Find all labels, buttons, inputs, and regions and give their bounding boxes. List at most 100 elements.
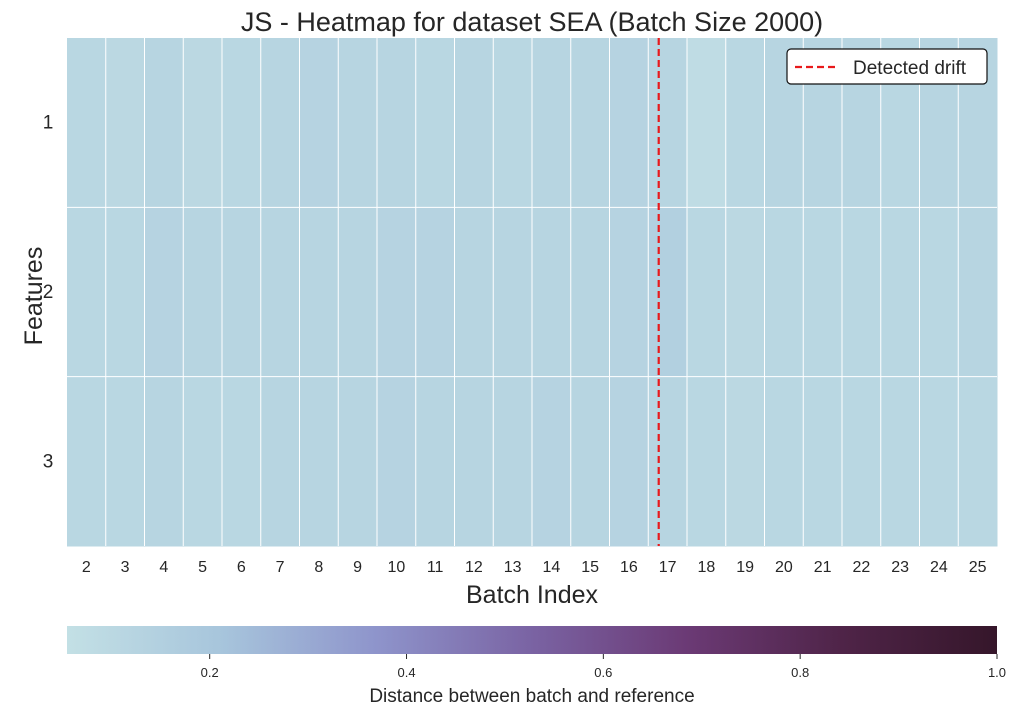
heatmap-cell-f2-b18	[687, 207, 727, 378]
heatmap-cell-f2-b19	[725, 207, 765, 378]
legend-box	[786, 48, 988, 85]
x-tick-label: 24	[930, 559, 948, 576]
x-axis-label: Batch Index	[466, 581, 599, 609]
x-tick-label: 18	[697, 559, 715, 576]
x-tick-label: 13	[504, 559, 522, 576]
heatmap-cell-f3-b3	[105, 376, 145, 547]
x-tick-labels: 2 3 4 5 6 7 8 9 10 11 12 13 14 15 16 17 18 19 20 21 22 23 24 25	[82, 559, 987, 576]
heatmap-cell-f1-b5	[183, 38, 223, 208]
heatmap-cell-f3-b2	[67, 376, 107, 547]
colorbar-tick-label: 0.8	[791, 665, 809, 680]
heatmap-cell-f3-b23	[880, 376, 920, 547]
heatmap-cell-f1-b8	[299, 38, 339, 208]
heatmap-cell-f3-b10	[377, 376, 417, 547]
heatmap-cell-f3-b7	[260, 376, 300, 547]
heatmap-cell-f3-b19	[725, 376, 765, 547]
heatmap-cell-f3-b12	[454, 376, 494, 547]
x-tick-label: 20	[775, 559, 793, 576]
heatmap-cell-f1-b11	[415, 38, 455, 208]
legend: Detected drift	[786, 48, 988, 85]
heatmap-cell-f2-b12	[454, 207, 494, 378]
x-tick-label: 6	[237, 559, 246, 576]
heatmap-cell-f2-b7	[260, 207, 300, 378]
x-tick-label: 23	[891, 559, 909, 576]
heatmap-cell-f2-b25	[958, 207, 998, 378]
heatmap-cell-f2-b20	[764, 207, 804, 378]
heatmap-cell-f2-b3	[105, 207, 145, 378]
y-tick-label: 2	[43, 282, 54, 303]
heatmap-cell-f2-b16	[609, 207, 649, 378]
heatmap-cell-f1-b10	[377, 38, 417, 208]
heatmap-cell-f3-b6	[222, 376, 262, 547]
heatmap-cell-f2-b22	[842, 207, 882, 378]
heatmap-cell-f3-b17	[648, 376, 688, 547]
heatmap-gridlines	[67, 38, 997, 546]
heatmap-cell-f1-b9	[338, 38, 378, 208]
heatmap-cell-f1-b13	[493, 38, 533, 208]
heatmap-cell-f1-b15	[570, 38, 610, 208]
x-tick-label: 5	[198, 559, 207, 576]
x-tick-label: 10	[387, 559, 405, 576]
x-tick-label: 2	[82, 559, 91, 576]
x-tick-label: 14	[542, 559, 560, 576]
heatmap-cell-f1-b18	[687, 38, 727, 208]
x-tick-label: 7	[276, 559, 285, 576]
heatmap-cell-f1-b12	[454, 38, 494, 208]
heatmap-cell-f1-b7	[260, 38, 300, 208]
x-tick-label: 4	[159, 559, 168, 576]
heatmap-cell-f3-b9	[338, 376, 378, 547]
chart-title: JS - Heatmap for dataset SEA (Batch Size…	[241, 7, 823, 37]
heatmap-cell-f2-b6	[222, 207, 262, 378]
heatmap-cell-f2-b23	[880, 207, 920, 378]
colorbar	[67, 626, 997, 654]
heatmap-cell-f1-b16	[609, 38, 649, 208]
heatmap-cell-f3-b5	[183, 376, 223, 547]
heatmap-cell-f1-b2	[67, 38, 107, 208]
heatmap-cell-f1-b17	[648, 38, 688, 208]
y-tick-labels: 1 2 3	[43, 113, 54, 473]
colorbar-tick-label: 1.0	[988, 665, 1006, 680]
heatmap-cell-f1-b19	[725, 38, 765, 208]
x-tick-label: 22	[852, 559, 870, 576]
heatmap-cell-f3-b11	[415, 376, 455, 547]
heatmap-cell-f3-b4	[144, 376, 184, 547]
heatmap-cell-f2-b5	[183, 207, 223, 378]
heatmap-cell-f1-b4	[144, 38, 184, 208]
heatmap-cell-f3-b24	[919, 376, 959, 547]
colorbar-ticks: 0.2 0.4 0.6 0.8 1.0	[201, 654, 1006, 680]
heatmap-cell-f1-b3	[105, 38, 145, 208]
heatmap-cell-f3-b21	[803, 376, 843, 547]
x-tick-label: 19	[736, 559, 754, 576]
heatmap-cell-f3-b16	[609, 376, 649, 547]
heatmap-cell-f3-b8	[299, 376, 339, 547]
heatmap-cell-f3-b13	[493, 376, 533, 547]
heatmap-cells	[67, 38, 998, 547]
x-tick-label: 16	[620, 559, 638, 576]
colorbar-tick-label: 0.2	[201, 665, 219, 680]
x-tick-label: 3	[121, 559, 130, 576]
x-tick-label: 25	[969, 559, 987, 576]
heatmap-cell-f2-b21	[803, 207, 843, 378]
colorbar-tick-label: 0.6	[594, 665, 612, 680]
y-tick-label: 1	[43, 113, 54, 134]
heatmap-cell-f3-b14	[532, 376, 572, 547]
heatmap-cell-f2-b10	[377, 207, 417, 378]
heatmap-cell-f2-b15	[570, 207, 610, 378]
heatmap-cell-f2-b8	[299, 207, 339, 378]
heatmap-cell-f2-b17	[648, 207, 688, 378]
heatmap-cell-f1-b6	[222, 38, 262, 208]
heatmap-cell-f2-b4	[144, 207, 184, 378]
x-tick-label: 11	[427, 559, 444, 576]
x-tick-label: 21	[814, 559, 832, 576]
heatmap-cell-f2-b24	[919, 207, 959, 378]
x-tick-label: 8	[314, 559, 323, 576]
heatmap-cell-f3-b20	[764, 376, 804, 547]
heatmap-cell-f2-b2	[67, 207, 107, 378]
x-tick-label: 12	[465, 559, 483, 576]
x-tick-label: 15	[581, 559, 599, 576]
heatmap-cell-f3-b18	[687, 376, 727, 547]
y-axis-label: Features	[20, 247, 48, 346]
y-tick-label: 3	[43, 451, 54, 472]
heatmap-cell-f3-b22	[842, 376, 882, 547]
